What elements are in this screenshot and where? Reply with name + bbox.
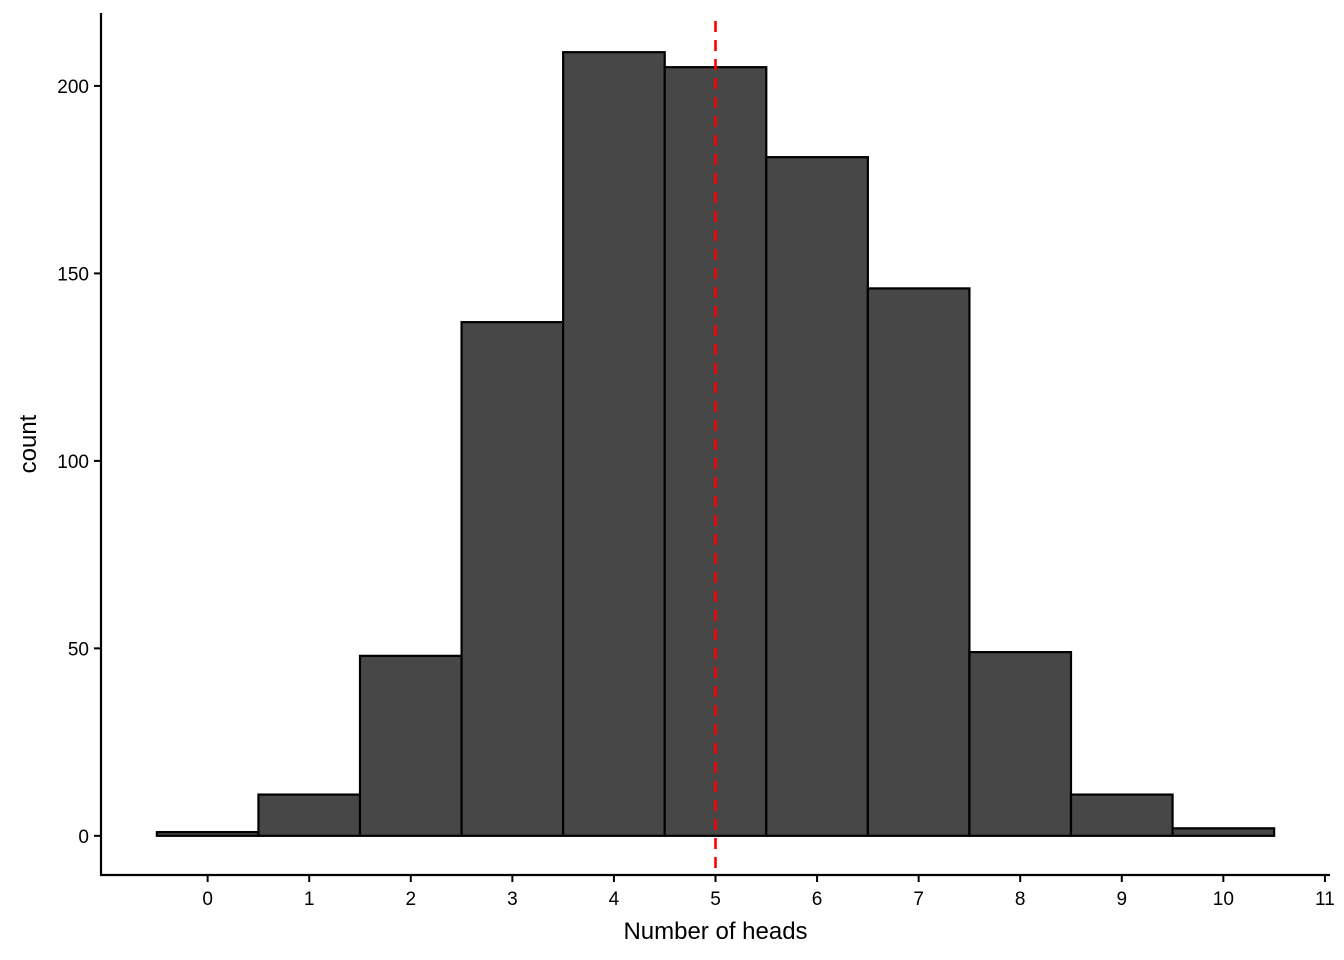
histogram-bar — [460, 321, 565, 837]
x-tick-label: 8 — [1015, 889, 1026, 910]
x-axis-ticks: 0 1 2 3 4 5 6 7 8 9 10 11 — [202, 875, 1335, 910]
x-axis-title: Number of heads — [623, 918, 807, 945]
histogram-bar — [1171, 827, 1276, 837]
y-tick-label: 0 — [78, 827, 89, 848]
histogram-bar — [866, 287, 971, 837]
histogram-bar — [155, 830, 260, 837]
x-tick-label: 4 — [609, 889, 620, 910]
x-tick-label: 6 — [812, 889, 823, 910]
x-tick-label: 5 — [710, 889, 721, 910]
y-axis-title: count — [15, 414, 42, 473]
y-axis-ticks: 0 50 100 150 200 — [57, 77, 101, 848]
x-tick-label: 11 — [1315, 889, 1335, 910]
y-tick-label: 100 — [57, 452, 89, 473]
x-tick-label: 9 — [1116, 889, 1127, 910]
x-tick-label: 10 — [1213, 889, 1234, 910]
histogram-bar — [358, 654, 463, 837]
y-tick-label: 200 — [57, 77, 89, 98]
x-tick-label: 7 — [913, 889, 924, 910]
histogram-bar — [765, 156, 869, 837]
y-tick-label: 50 — [68, 639, 89, 660]
y-tick-label: 150 — [57, 264, 89, 285]
histogram-bar — [562, 51, 666, 837]
histogram-bar — [1069, 793, 1174, 837]
x-tick-label: 2 — [406, 889, 417, 910]
histogram-bar — [968, 650, 1073, 837]
x-tick-label: 0 — [202, 889, 213, 910]
histogram-bar — [257, 793, 362, 837]
x-tick-label: 3 — [507, 889, 518, 910]
x-tick-label: 1 — [304, 889, 315, 910]
